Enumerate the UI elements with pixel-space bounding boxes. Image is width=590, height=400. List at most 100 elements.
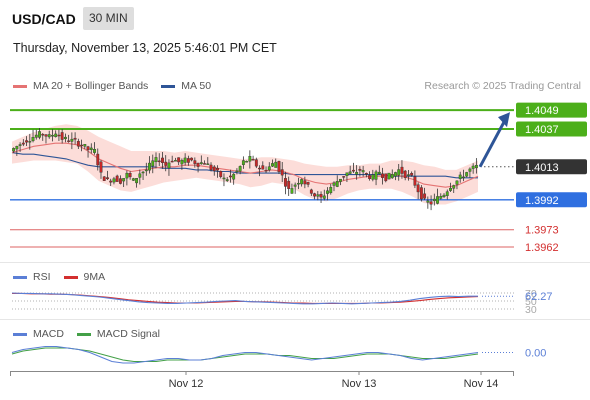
candle bbox=[235, 168, 239, 175]
candle bbox=[115, 174, 119, 182]
x-tick-label-1: Nov 13 bbox=[342, 378, 377, 390]
candle bbox=[377, 165, 381, 175]
candle-body bbox=[322, 195, 326, 199]
candle-body bbox=[186, 158, 190, 163]
macd-line bbox=[11, 345, 479, 364]
candle bbox=[225, 176, 229, 183]
candle bbox=[300, 178, 304, 187]
candle-body bbox=[442, 194, 446, 197]
candle bbox=[167, 159, 171, 176]
candle bbox=[232, 173, 236, 185]
candle-body bbox=[41, 134, 45, 136]
candle bbox=[18, 142, 22, 152]
candle bbox=[390, 169, 394, 179]
candle-body bbox=[109, 180, 113, 183]
candle bbox=[271, 159, 274, 167]
macd-last-label: 0.00 bbox=[525, 348, 546, 360]
candle-body bbox=[151, 160, 155, 167]
candle-body bbox=[394, 172, 397, 177]
candle-body bbox=[235, 170, 239, 173]
candle-body bbox=[190, 157, 194, 161]
candle-body bbox=[465, 172, 469, 177]
candle-body bbox=[47, 134, 51, 138]
target-arrow bbox=[478, 112, 510, 168]
candle-body bbox=[413, 176, 417, 186]
candle-body bbox=[271, 163, 274, 167]
candle bbox=[51, 129, 54, 142]
candle-body bbox=[54, 133, 58, 138]
candle-body bbox=[345, 172, 349, 176]
target-arrow-head bbox=[498, 112, 510, 128]
target-arrow-shaft bbox=[478, 119, 507, 168]
candle-body bbox=[361, 170, 365, 173]
price-level-labels: 1.4049 1.4037 1.4013 1.3992 1.3973 1.3962 bbox=[516, 102, 587, 254]
candle-body bbox=[284, 178, 287, 187]
candle bbox=[313, 192, 317, 200]
candle-body bbox=[177, 157, 181, 163]
candle bbox=[371, 169, 375, 182]
legend-rsi-ma9-label: 9MA bbox=[83, 271, 106, 283]
candle bbox=[326, 187, 329, 201]
candle bbox=[80, 139, 84, 152]
candle-body bbox=[73, 137, 77, 140]
candle bbox=[410, 171, 414, 177]
candle bbox=[222, 173, 226, 187]
candle bbox=[219, 170, 223, 179]
candle bbox=[394, 171, 397, 181]
price-legend: MA 20 + Bollinger Bands MA 50 bbox=[13, 80, 211, 92]
candle-body bbox=[326, 190, 329, 194]
candle bbox=[212, 165, 216, 176]
candle-body bbox=[193, 160, 197, 164]
candle bbox=[251, 155, 255, 161]
candle bbox=[186, 155, 190, 166]
candle-body bbox=[122, 178, 126, 182]
research-credit: Research © 2025 Trading Central bbox=[424, 80, 581, 92]
x-axis: Nov 12 Nov 13 Nov 14 bbox=[10, 371, 514, 390]
candle-body bbox=[212, 166, 216, 171]
candle-body bbox=[296, 182, 300, 185]
candle bbox=[93, 142, 96, 155]
candle-body bbox=[57, 134, 61, 137]
legend-ma50-label: MA 50 bbox=[181, 80, 212, 92]
candle-body bbox=[229, 175, 232, 178]
candle-body bbox=[316, 194, 320, 197]
candle-body bbox=[397, 169, 401, 176]
candle bbox=[306, 181, 310, 188]
symbol-title: USD/CAD bbox=[12, 11, 76, 27]
candle bbox=[400, 160, 404, 179]
candle bbox=[303, 176, 307, 189]
candle-body bbox=[261, 165, 265, 170]
level-last-price-1-4013-tag bbox=[516, 159, 587, 175]
candle bbox=[290, 183, 294, 194]
candle-body bbox=[225, 179, 229, 181]
candle bbox=[112, 176, 116, 185]
candle-body bbox=[439, 196, 443, 199]
candle bbox=[406, 170, 410, 181]
price-levels bbox=[10, 109, 514, 248]
candle-body bbox=[173, 160, 177, 162]
candle bbox=[426, 196, 430, 209]
candle-body bbox=[303, 180, 307, 185]
candle-body bbox=[118, 178, 122, 184]
candle-body bbox=[319, 194, 323, 198]
candle bbox=[177, 157, 181, 166]
candle bbox=[474, 158, 478, 174]
candle-body bbox=[60, 132, 64, 140]
candle-body bbox=[238, 166, 242, 172]
candle-body bbox=[374, 171, 378, 180]
candle bbox=[241, 156, 245, 169]
timeframe-badge[interactable]: 30 MIN bbox=[83, 7, 134, 30]
candle bbox=[455, 180, 459, 190]
candle bbox=[63, 133, 67, 143]
candle-body bbox=[93, 149, 96, 153]
bollinger-band bbox=[12, 124, 478, 205]
candle bbox=[452, 184, 456, 193]
candle bbox=[267, 162, 271, 172]
candle-body bbox=[86, 146, 90, 151]
candle bbox=[238, 165, 242, 175]
candle-body bbox=[351, 169, 355, 172]
candle bbox=[329, 183, 333, 195]
candle bbox=[355, 165, 359, 180]
